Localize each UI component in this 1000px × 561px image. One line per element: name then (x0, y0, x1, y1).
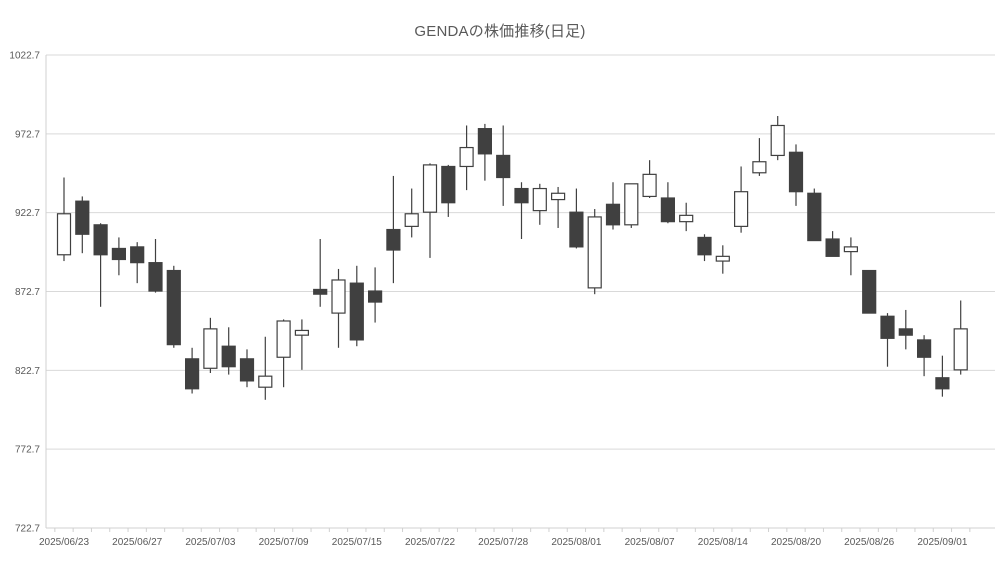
candle-body-down (697, 236, 712, 256)
candle-body-down (185, 358, 200, 390)
candle-body-up (642, 173, 657, 198)
chart-title: GENDAの株価推移(日足) (414, 23, 586, 40)
candle-body-down (221, 345, 236, 368)
y-axis-label: 1022.7 (9, 51, 40, 62)
candle-body-down (916, 339, 932, 358)
y-axis-label: 972.7 (15, 129, 40, 140)
candle-body-down (239, 358, 255, 382)
candle-body-up (459, 146, 474, 168)
y-axis-label: 872.7 (15, 287, 40, 298)
candle-body-down (166, 269, 181, 346)
candle-body-up (550, 192, 566, 201)
candle-body-down (496, 154, 511, 179)
candle-body-down (441, 165, 456, 204)
x-axis-label: 2025/08/14 (698, 537, 748, 548)
x-axis-label: 2025/08/01 (551, 537, 601, 548)
candle-body-up (276, 320, 291, 358)
y-axis-label: 922.7 (15, 208, 40, 219)
candle-body-down (75, 200, 90, 235)
y-axis-label: 772.7 (15, 445, 40, 456)
candle-body-up (258, 375, 273, 388)
y-axis-label: 722.7 (15, 524, 40, 535)
candle-body-up (587, 216, 602, 289)
candle-body-up (294, 329, 309, 336)
candle-body-down (130, 246, 145, 264)
candle-body-up (953, 328, 968, 371)
x-axis-label: 2025/09/01 (917, 537, 967, 548)
candle-body-down (862, 269, 877, 314)
candle-body-up (56, 213, 72, 256)
x-axis-label: 2025/07/28 (478, 537, 528, 548)
candle-body-down (935, 377, 950, 390)
candle-body-down (825, 238, 840, 257)
candle-body-up (770, 124, 785, 157)
candle-body-down (477, 128, 492, 155)
candle-body-down (386, 228, 401, 251)
candle-body-up (679, 214, 694, 223)
x-axis-label: 2025/07/15 (332, 537, 382, 548)
candle-body-down (368, 290, 383, 303)
x-axis-label: 2025/08/20 (771, 537, 821, 548)
candle-body-up (404, 213, 419, 227)
x-axis-label: 2025/07/09 (259, 537, 309, 548)
candle-body-down (93, 224, 108, 256)
candle-body-down (880, 315, 895, 339)
candle-body-up (733, 191, 749, 227)
candle-body-down (898, 328, 913, 336)
candle-body-up (203, 328, 218, 369)
x-axis-label: 2025/08/26 (844, 537, 894, 548)
candle-body-up (752, 161, 767, 174)
candle-body-down (605, 203, 621, 226)
candle-body-down (148, 262, 163, 292)
candle-body-up (422, 164, 438, 213)
x-axis-label: 2025/07/22 (405, 537, 455, 548)
candle-body-up (715, 255, 730, 262)
candle-body-up (532, 187, 547, 212)
candle-body-down (660, 197, 676, 223)
x-axis-label: 2025/08/07 (625, 537, 675, 548)
y-axis-label: 822.7 (15, 366, 40, 377)
candle-body-up (843, 246, 859, 253)
candle-body-up (624, 183, 639, 226)
candle-body-down (111, 247, 127, 261)
candle-body-down (807, 192, 822, 242)
candle-body-down (788, 151, 804, 193)
candle-body-down (349, 282, 364, 341)
x-axis-label: 2025/07/03 (185, 537, 235, 548)
x-axis-label: 2025/06/23 (39, 537, 89, 548)
x-axis-label: 2025/06/27 (112, 537, 162, 548)
candle-body-down (313, 288, 328, 295)
candle-body-down (514, 187, 529, 204)
candle-body-down (569, 211, 584, 248)
candle-body-up (331, 279, 346, 314)
